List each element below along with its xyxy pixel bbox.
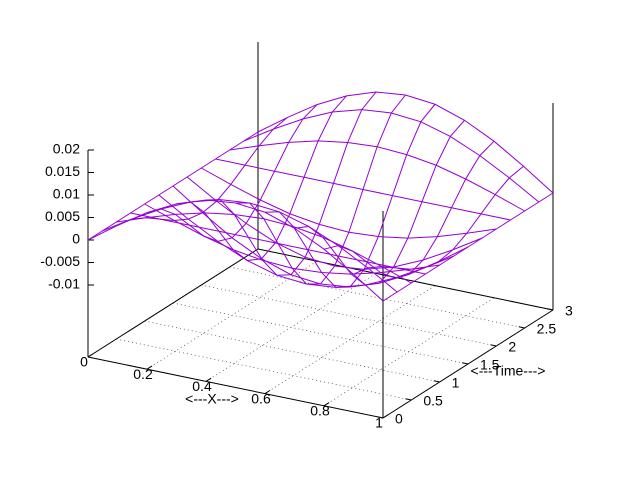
y-tick-label: 0 bbox=[395, 411, 403, 427]
y-tick bbox=[461, 362, 469, 365]
surface-column bbox=[205, 91, 377, 276]
x-tick-label: 0.4 bbox=[192, 378, 212, 394]
surface-column bbox=[117, 117, 288, 226]
y-tick-label: 0.5 bbox=[423, 393, 443, 409]
surface-column bbox=[146, 104, 318, 242]
y-tick bbox=[518, 326, 525, 329]
y-tick-label: 1 bbox=[452, 375, 460, 391]
y-tick bbox=[405, 398, 412, 401]
z-tick-label: 0.02 bbox=[53, 141, 80, 157]
surface-row bbox=[101, 199, 398, 293]
surface-column bbox=[294, 119, 465, 286]
x-axis-label: <---X---> bbox=[185, 391, 239, 407]
x-tick bbox=[264, 389, 271, 395]
axis-line bbox=[87, 248, 259, 358]
x-tick-label: 0.6 bbox=[251, 390, 271, 406]
surface-column bbox=[235, 94, 406, 285]
y-tick bbox=[490, 344, 497, 347]
x-tick-label: 1 bbox=[375, 415, 383, 431]
x-tick-label: 0.8 bbox=[310, 403, 330, 419]
y-tick-label: 2.5 bbox=[537, 321, 557, 337]
z-tick-label: 0.01 bbox=[53, 186, 80, 202]
y-tick-label: 3 bbox=[565, 303, 573, 319]
x-tick bbox=[146, 365, 153, 370]
z-tick-label: 0 bbox=[72, 231, 80, 247]
surface-row bbox=[243, 109, 540, 203]
y-tick-label: 1.5 bbox=[480, 357, 500, 373]
x-tick bbox=[323, 402, 330, 407]
y-axis-label: <---Time---> bbox=[471, 363, 546, 379]
x-tick-label: 0.2 bbox=[133, 366, 153, 382]
z-tick-label: 0.005 bbox=[45, 208, 80, 224]
surface-column bbox=[323, 140, 495, 279]
grid-line bbox=[172, 302, 469, 365]
grid-line bbox=[201, 284, 497, 347]
y-tick bbox=[376, 416, 384, 419]
axis-line bbox=[87, 356, 384, 419]
x-tick bbox=[87, 353, 94, 358]
y-tick bbox=[433, 380, 440, 383]
y-tick-label: 2 bbox=[508, 339, 516, 355]
surface-row bbox=[229, 140, 525, 212]
x-tick-label: 0 bbox=[80, 354, 88, 370]
surface-column bbox=[382, 192, 554, 302]
z-tick-label: -0.005 bbox=[40, 253, 80, 269]
y-tick bbox=[546, 308, 554, 311]
x-tick bbox=[205, 377, 212, 382]
surface-column bbox=[353, 165, 524, 275]
z-tick-label: -0.01 bbox=[48, 276, 80, 292]
surface-row bbox=[116, 212, 412, 284]
surface-column bbox=[87, 131, 259, 241]
surface-column bbox=[264, 103, 436, 288]
z-tick-label: 0.015 bbox=[45, 163, 80, 179]
x-tick bbox=[382, 414, 389, 419]
grid-line bbox=[144, 320, 440, 383]
